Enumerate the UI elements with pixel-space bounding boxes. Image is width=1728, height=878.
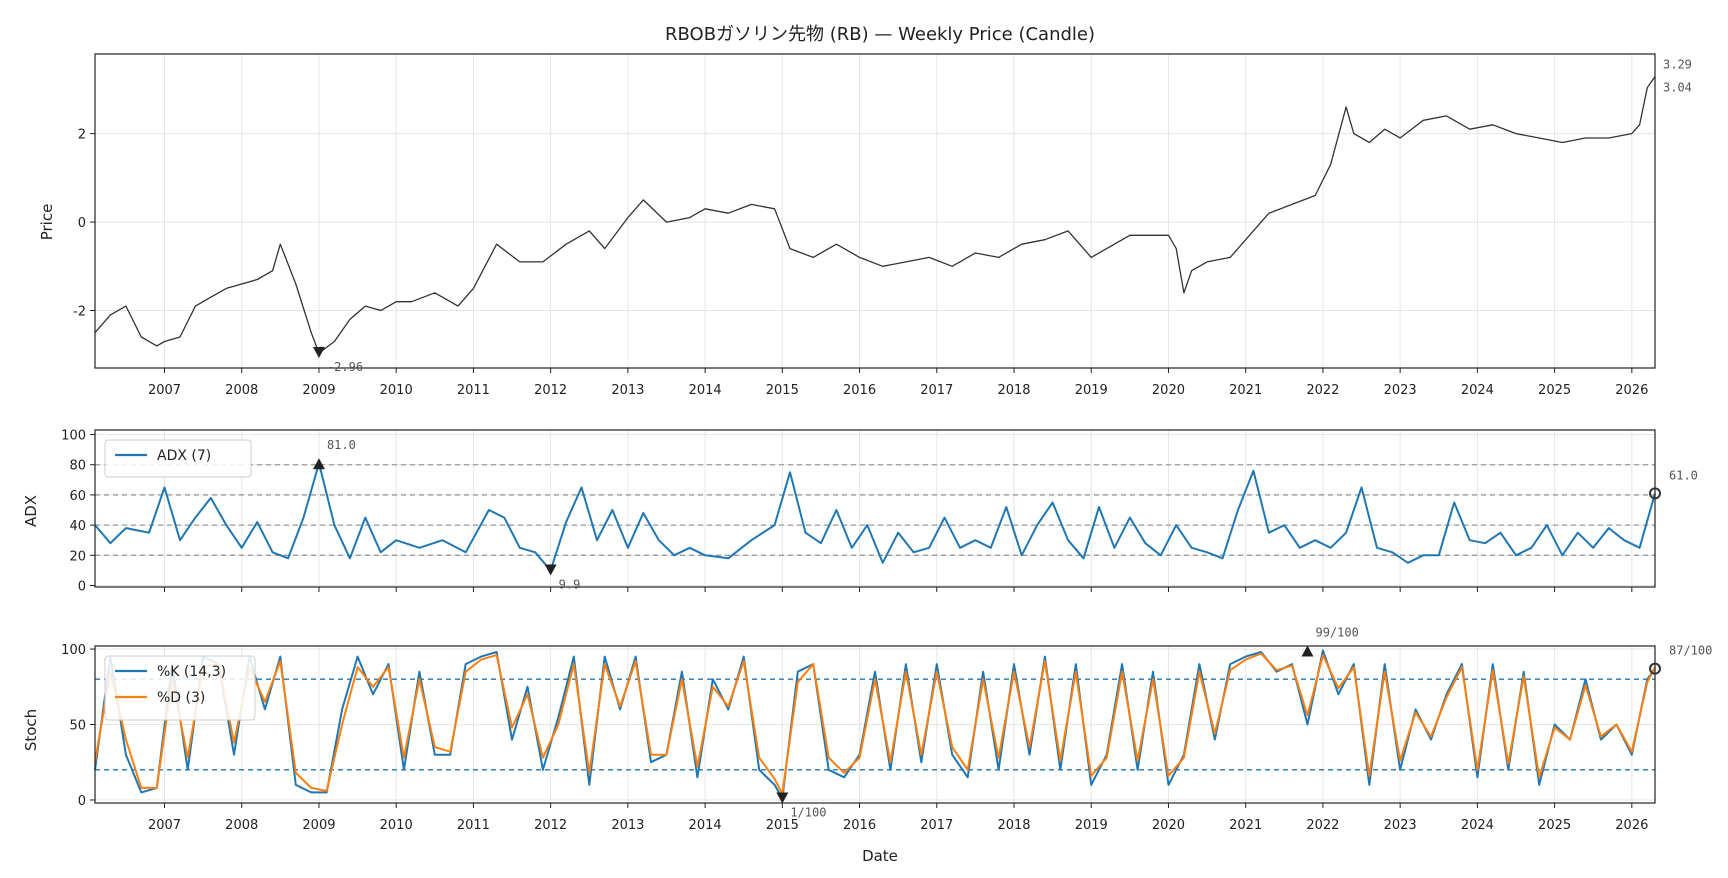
x-tick-label: 2021	[1229, 818, 1262, 833]
x-tick-label: 2019	[1075, 818, 1108, 833]
x-tick-label: 2007	[148, 383, 181, 398]
stoch-panel: 0 50 100 2007 2008 2009 2010 2011 2012 2013 2014 20…	[61, 626, 1712, 833]
x-tick-label: 2009	[302, 818, 335, 833]
series-line-price	[94, 76, 1656, 354]
x-tick-label: 2015	[766, 383, 799, 398]
date-xlabel: Date	[862, 847, 898, 865]
x-tick-label: 2011	[457, 818, 490, 833]
x-tick-label: 2021	[1229, 383, 1262, 398]
legend-entry: %K (14,3)	[157, 664, 226, 680]
x-tick-label: 2025	[1538, 383, 1571, 398]
adx-ylabel: ADX	[22, 495, 40, 527]
y-tick-label: 50	[69, 719, 86, 734]
x-tick-label: 2025	[1538, 818, 1571, 833]
x-tick-label: 2018	[997, 383, 1030, 398]
x-tick-label: 2016	[843, 818, 876, 833]
x-tick-label: 2022	[1306, 383, 1339, 398]
max-marker	[1301, 645, 1314, 657]
annotation-label: 99/100	[1315, 626, 1358, 640]
axes-frame	[94, 429, 1656, 588]
series-line--d-3-	[94, 652, 1656, 795]
x-tick-label: 2014	[689, 818, 722, 833]
x-tick-label: 2026	[1615, 383, 1648, 398]
annotation-label: 9.9	[559, 578, 581, 592]
last-marker	[1649, 487, 1661, 500]
stoch-ylabel: Stoch	[22, 709, 40, 751]
price-panel: -2 0 2 2007 2008 2009 2010 2011 2012 2013 2014 2015…	[73, 53, 1692, 398]
y-tick-label: 80	[69, 459, 86, 474]
x-tick-label: 2008	[225, 383, 258, 398]
x-tick-label: 2022	[1306, 818, 1339, 833]
series-line-adx-7-	[94, 462, 1656, 572]
x-tick-label: 2008	[225, 818, 258, 833]
y-tick-label: 2	[78, 128, 86, 143]
x-tick-label: 2019	[1075, 383, 1108, 398]
x-tick-label: 2013	[611, 383, 644, 398]
annotation-label: 1/100	[790, 805, 826, 819]
y-tick-label: 0	[78, 579, 86, 594]
legend: ADX (7)	[104, 439, 252, 478]
x-tick-label: 2018	[997, 818, 1030, 833]
y-tick-label: 0	[78, 794, 86, 809]
y-tick-label: 0	[78, 216, 86, 231]
x-tick-label: 2020	[1152, 383, 1185, 398]
axes-frame	[94, 645, 1656, 804]
x-tick-label: 2023	[1384, 818, 1417, 833]
legend-box	[104, 439, 252, 478]
max-marker	[312, 458, 325, 470]
legend: %K (14,3) %D (3)	[104, 655, 256, 721]
adx-panel: 0 20 40 60 80 100 81.0 9.9 61.0 ADX (7)	[61, 429, 1698, 595]
x-tick-label: 2011	[457, 383, 490, 398]
x-tick-label: 2024	[1461, 383, 1494, 398]
x-tick-label: 2016	[843, 383, 876, 398]
x-tick-label: 2012	[534, 818, 567, 833]
annotation-label: 87/100	[1669, 644, 1712, 658]
x-tick-label: 2024	[1461, 818, 1494, 833]
x-tick-label: 2013	[611, 818, 644, 833]
x-tick-label: 2007	[148, 818, 181, 833]
min-marker	[544, 564, 557, 576]
x-tick-label: 2009	[302, 383, 335, 398]
x-tick-label: 2010	[380, 383, 413, 398]
y-tick-label: 100	[61, 429, 86, 444]
annotation-label: 3.29	[1663, 58, 1692, 72]
chart-title: RBOBガソリン先物 (RB) — Weekly Price (Candle)	[665, 24, 1095, 45]
legend-entry: %D (3)	[157, 690, 205, 706]
x-tick-label: 2017	[920, 383, 953, 398]
legend-entry: ADX (7)	[157, 448, 211, 464]
annotation-label: 61.0	[1669, 468, 1698, 482]
price-ylabel: Price	[38, 204, 56, 241]
x-tick-label: 2020	[1152, 818, 1185, 833]
min-marker	[776, 792, 789, 804]
annotation-label: -2.96	[327, 360, 363, 374]
x-tick-label: 2026	[1615, 818, 1648, 833]
y-tick-label: 40	[69, 519, 86, 534]
x-tick-label: 2017	[920, 818, 953, 833]
x-tick-label: 2014	[689, 383, 722, 398]
y-tick-label: 20	[69, 549, 86, 564]
annotation-label: 81.0	[327, 438, 356, 452]
y-tick-label: -2	[73, 305, 86, 320]
x-tick-label: 2015	[766, 818, 799, 833]
y-tick-label: 60	[69, 489, 86, 504]
series-line--k-14-3-	[94, 649, 1656, 800]
last-marker	[1649, 662, 1661, 675]
annotation-label: 3.04	[1663, 81, 1692, 95]
x-tick-label: 2010	[380, 818, 413, 833]
x-tick-label: 2023	[1384, 383, 1417, 398]
x-tick-label: 2012	[534, 383, 567, 398]
axes-frame	[94, 53, 1656, 369]
min-marker	[312, 346, 325, 358]
y-tick-label: 100	[61, 643, 86, 658]
